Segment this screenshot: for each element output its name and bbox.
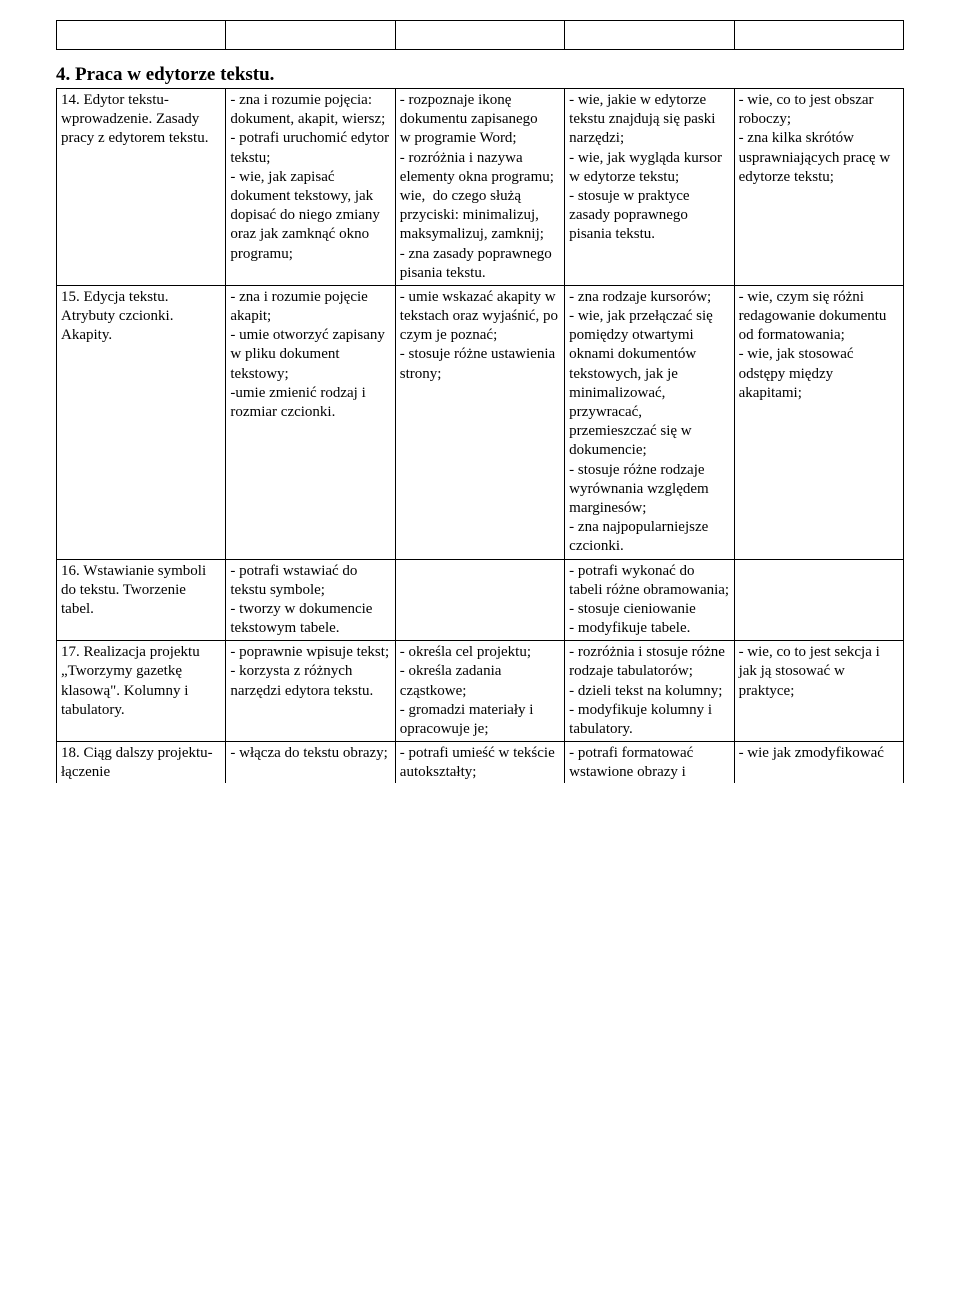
cell: - zna rodzaje kursorów; - wie, jak przeł…: [565, 285, 734, 559]
cell: 15. Edycja tekstu. Atrybuty czcionki. Ak…: [57, 285, 226, 559]
main-table: 14. Edytor tekstu- wprowadzenie. Zasady …: [56, 88, 904, 783]
cell: - wie, co to jest obszar roboczy; - zna …: [734, 89, 903, 286]
cell: - zna i rozumie pojęcie akapit; - umie o…: [226, 285, 395, 559]
section-title: 4. Praca w edytorze tekstu.: [56, 64, 904, 86]
cell: [565, 21, 734, 50]
cell: - określa cel projektu; - określa zadani…: [395, 641, 564, 742]
cell: - potrafi wstawiać do tekstu symbole; - …: [226, 559, 395, 641]
cell: 18. Ciąg dalszy projektu-łączenie: [57, 742, 226, 783]
cell: 16. Wstawianie symboli do tekstu. Tworze…: [57, 559, 226, 641]
cell: [734, 21, 903, 50]
cell: [395, 21, 564, 50]
cell: - zna i rozumie pojęcia: dokument, akapi…: [226, 89, 395, 286]
table-row: 17. Realizacja projektu „Tworzymy gazetk…: [57, 641, 904, 742]
cell: [57, 21, 226, 50]
cell: 17. Realizacja projektu „Tworzymy gazetk…: [57, 641, 226, 742]
cell: - wie, czym się różni redagowanie dokume…: [734, 285, 903, 559]
table-row: 18. Ciąg dalszy projektu-łączenie- włącz…: [57, 742, 904, 783]
cell: - wie jak zmodyfikować: [734, 742, 903, 783]
cell: 14. Edytor tekstu- wprowadzenie. Zasady …: [57, 89, 226, 286]
table-row: 14. Edytor tekstu- wprowadzenie. Zasady …: [57, 89, 904, 286]
cell: [395, 559, 564, 641]
cell: [734, 559, 903, 641]
cell: - wie, jakie w edytorze tekstu znajdują …: [565, 89, 734, 286]
cell: - potrafi formatować wstawione obrazy i: [565, 742, 734, 783]
cell: [226, 21, 395, 50]
cell: - umie wskazać akapity w tekstach oraz w…: [395, 285, 564, 559]
cell: - potrafi umieść w tekście autokształty;: [395, 742, 564, 783]
cell: - wie, co to jest sekcja i jak ją stosow…: [734, 641, 903, 742]
table-row: 16. Wstawianie symboli do tekstu. Tworze…: [57, 559, 904, 641]
table-row: 15. Edycja tekstu. Atrybuty czcionki. Ak…: [57, 285, 904, 559]
cell: - potrafi wykonać do tabeli różne obramo…: [565, 559, 734, 641]
cell: - poprawnie wpisuje tekst; - korzysta z …: [226, 641, 395, 742]
table-row: [57, 21, 904, 50]
top-empty-table: [56, 20, 904, 50]
cell: - rozróżnia i stosuje różne rodzaje tabu…: [565, 641, 734, 742]
cell: - rozpoznaje ikonę dokumentu zapisanego …: [395, 89, 564, 286]
cell: - włącza do tekstu obrazy;: [226, 742, 395, 783]
